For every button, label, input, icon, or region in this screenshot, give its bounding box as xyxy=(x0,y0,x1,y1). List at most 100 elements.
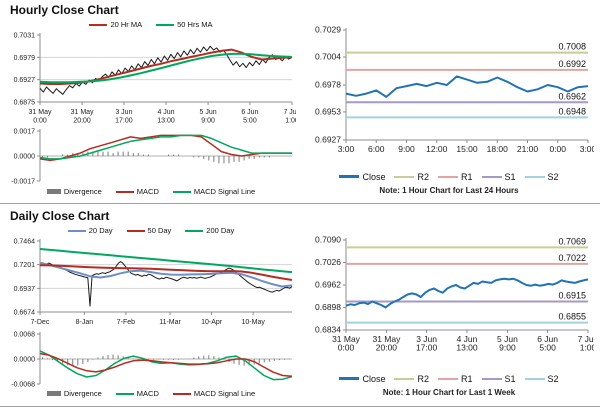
x-tick-label: 31 May 0:00 xyxy=(332,334,361,353)
hourly-close-section: Hourly Close Chart 20 Hr MA 50 Hrs MA 0.7… xyxy=(2,0,300,203)
legend-item: Divergence xyxy=(46,389,102,398)
x-tick-label: 6:00 xyxy=(368,144,385,154)
x-tick-label: 11-Mar xyxy=(159,319,181,326)
line-swatch xyxy=(524,377,545,380)
x-tick-label: 4 Jun 13:00 xyxy=(157,109,175,125)
x-tick-label: 5 Jun 9:00 xyxy=(497,334,518,353)
bottom-divider xyxy=(0,406,600,407)
legend-label: MACD xyxy=(136,187,159,196)
legend-item: S2 xyxy=(524,373,559,384)
legend-label: Close xyxy=(362,373,386,384)
x-tick-label: 10-May xyxy=(242,319,266,326)
x-tick-label: 12:00 xyxy=(426,144,448,154)
y-tick-label: 0.7029 xyxy=(315,25,341,35)
weekly-pivot-section: 0.7090 0.7026 0.6962 0.6898 0.6834 31 May 0:00… xyxy=(300,206,598,406)
y-tick-label: 0.0068 xyxy=(14,332,36,339)
line-swatch xyxy=(89,23,108,26)
legend-item: MACD xyxy=(115,187,159,196)
hourly-pivot-legend: Close R2 R1 S1 S2 xyxy=(300,170,598,183)
line-swatch xyxy=(339,377,360,380)
series-hourly-close xyxy=(39,45,293,95)
daily-price-legend: 20 Day 50 Day 200 Day xyxy=(2,225,300,236)
y-tick-label: 0.6979 xyxy=(14,55,36,62)
y-tick-label: 0.7090 xyxy=(315,235,341,245)
hourly-macd-legend: Divergence MACD MACD Signal Line xyxy=(2,186,300,197)
hourly-pivot-note: Note: 1 Hour Chart for Last 24 Hours xyxy=(379,186,519,195)
series-daily-close xyxy=(39,261,293,307)
y-tick-label: 0.6875 xyxy=(14,100,36,107)
series-macd-signal-line xyxy=(39,134,292,160)
legend-item: 20 Day xyxy=(67,226,113,235)
line-swatch xyxy=(524,175,545,178)
series-macd-signal-line xyxy=(39,352,293,378)
x-tick-label: 9:00 xyxy=(398,144,415,154)
pivot-label-s1: 0.6915 xyxy=(558,291,586,301)
legend-item: MACD xyxy=(115,389,159,398)
bar-swatch xyxy=(46,189,61,194)
daily-close-section: Daily Close Chart 20 Day 50 Day 200 Day 0.… xyxy=(2,206,300,406)
line-swatch xyxy=(437,175,458,178)
legend-label: S1 xyxy=(504,373,516,384)
x-tick-label: 31 May 20:00 xyxy=(71,109,94,125)
legend-item: R2 xyxy=(394,374,429,384)
bar-swatch xyxy=(46,391,61,396)
pivot-label-s2: 0.6855 xyxy=(558,312,586,322)
y-tick-label: 0.6953 xyxy=(315,106,341,116)
y-tick-label: 0.6927 xyxy=(14,77,36,84)
pivot-label-r1: 0.6992 xyxy=(558,59,586,69)
x-tick-label: 0:00 xyxy=(549,144,566,154)
x-tick-label: 10-Apr xyxy=(201,319,223,326)
y-tick-label: 0.0017 xyxy=(14,129,36,136)
daily-macd-legend: Divergence MACD MACD Signal Line xyxy=(2,388,300,399)
hourly-chart-title: Hourly Close Chart xyxy=(10,3,119,17)
series-close xyxy=(345,277,589,309)
legend-label: S2 xyxy=(547,373,559,384)
legend-label: S2 xyxy=(547,171,559,182)
legend-label: 50 Hrs MA xyxy=(177,20,213,29)
section-divider xyxy=(0,203,600,204)
legend-label: R2 xyxy=(417,373,429,384)
legend-item: Close xyxy=(339,374,385,384)
y-tick-label: 0.7201 xyxy=(14,262,36,269)
line-swatch xyxy=(172,392,191,395)
x-tick-label: 3 Jun 17:00 xyxy=(416,334,438,353)
x-tick-label: 7-Dec xyxy=(31,319,50,326)
hourly-price-legend: 20 Hr MA 50 Hrs MA xyxy=(2,19,300,30)
legend-item: MACD Signal Line xyxy=(172,389,255,398)
hourly-pivot-section: 0.7029 0.7004 0.6978 0.6953 0.6927 3:00 6:00 9:… xyxy=(300,0,598,203)
daily-price-chart: 0.7464 0.7201 0.6937 0.6674 7-Dec 8-Jan 7-Feb 1… xyxy=(14,239,293,326)
y-tick-label: 0.0000 xyxy=(14,357,36,364)
y-tick-label: 0.6937 xyxy=(14,286,36,293)
legend-item: MACD Signal Line xyxy=(172,187,256,196)
line-swatch xyxy=(172,190,191,193)
line-swatch xyxy=(115,392,134,395)
pivot-label-s2: 0.6948 xyxy=(558,106,586,116)
pivot-label-s1: 0.6962 xyxy=(558,91,586,101)
y-tick-label: 0.6927 xyxy=(315,135,341,145)
legend-item: Close xyxy=(339,172,385,182)
line-swatch xyxy=(481,175,502,178)
pivot-label-r2: 0.7069 xyxy=(558,236,586,246)
legend-label: R1 xyxy=(460,171,473,182)
series-200-day xyxy=(39,248,293,274)
legend-item: R1 xyxy=(437,373,473,384)
legend-label: Close xyxy=(362,171,386,182)
series-20-day xyxy=(39,261,293,288)
daily-chart-title: Daily Close Chart xyxy=(10,209,110,223)
series-50-hrs-ma xyxy=(39,52,293,84)
hourly-macd-chart: 0.0017 0.0000 -0.0017 xyxy=(11,129,292,186)
legend-label: R2 xyxy=(417,171,429,182)
legend-label: 20 Hr MA xyxy=(110,20,143,29)
line-swatch xyxy=(481,377,502,380)
y-tick-label: -0.0017 xyxy=(11,179,35,186)
x-tick-label: 21:00 xyxy=(517,144,539,154)
x-tick-label: 6 Jun 5:00 xyxy=(537,334,558,353)
legend-item: 50 Day xyxy=(126,226,171,235)
x-tick-label: 7-Feb xyxy=(117,319,135,326)
legend-item: 20 Hr MA xyxy=(89,20,142,29)
legend-label: R1 xyxy=(460,373,473,384)
legend-item: S2 xyxy=(524,171,559,182)
legend-label: MACD Signal Line xyxy=(193,187,256,196)
legend-item: S1 xyxy=(481,373,516,384)
